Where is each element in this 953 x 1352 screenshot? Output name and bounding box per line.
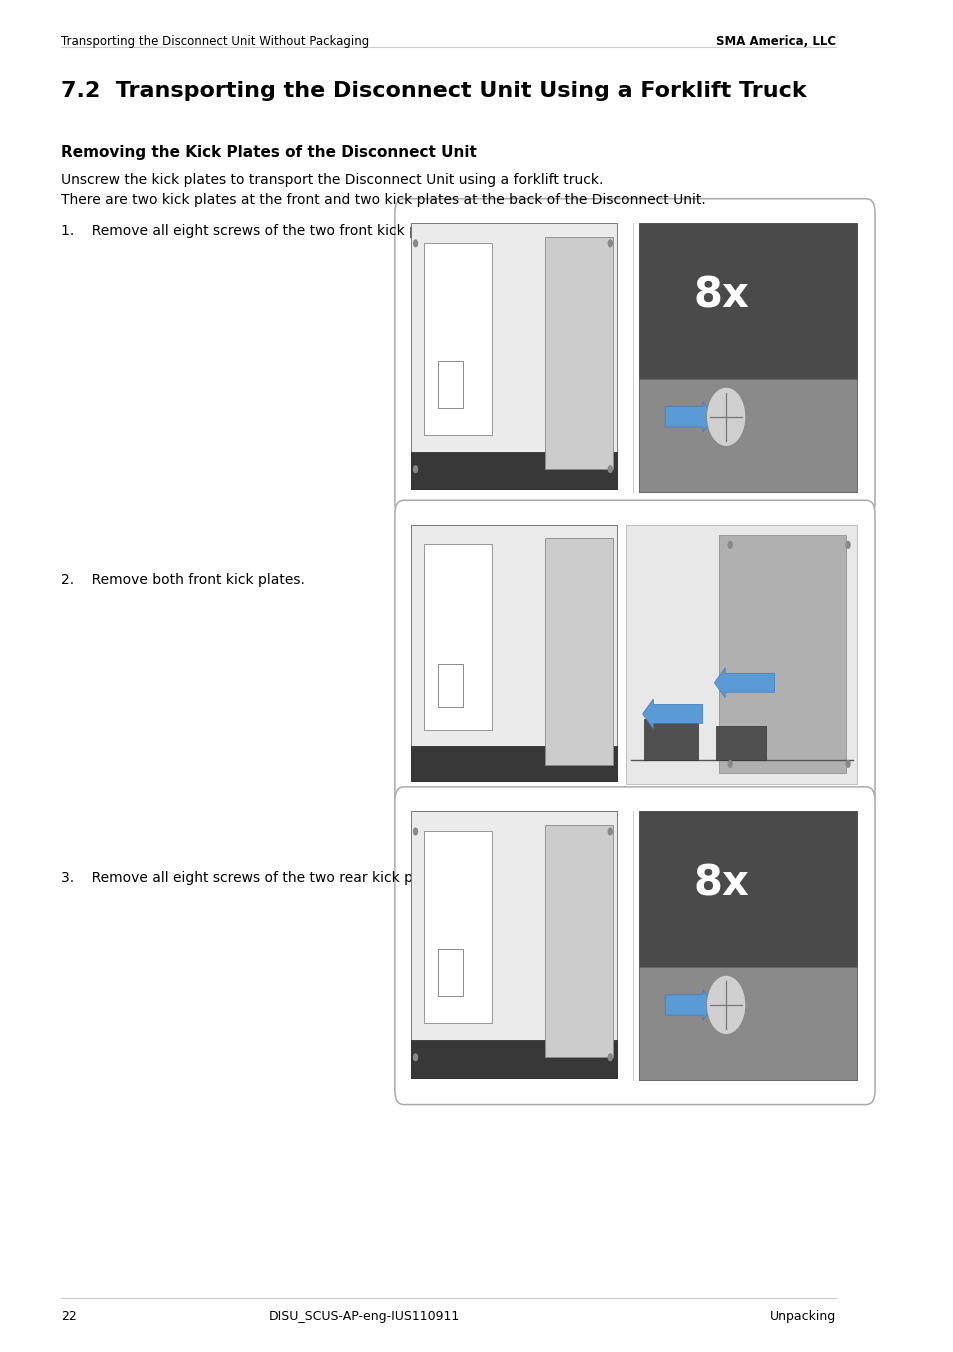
Circle shape — [607, 827, 613, 836]
FancyArrow shape — [642, 699, 702, 729]
Text: 2.    Remove both front kick plates.: 2. Remove both front kick plates. — [61, 573, 305, 587]
FancyBboxPatch shape — [395, 199, 874, 516]
Text: Transporting the Disconnect Unit Without Packaging: Transporting the Disconnect Unit Without… — [61, 35, 369, 49]
Bar — [718, 535, 844, 773]
Circle shape — [413, 465, 417, 473]
Text: 22: 22 — [61, 1310, 76, 1324]
Circle shape — [844, 760, 850, 768]
Circle shape — [607, 465, 613, 473]
FancyArrow shape — [664, 990, 714, 1019]
Bar — [643, 719, 698, 760]
Bar — [424, 544, 492, 730]
FancyArrow shape — [664, 402, 714, 431]
Circle shape — [705, 387, 745, 446]
Bar — [716, 726, 764, 760]
Bar — [639, 379, 856, 492]
Text: Unscrew the kick plates to transport the Disconnect Unit using a forklift truck.: Unscrew the kick plates to transport the… — [61, 173, 602, 187]
Bar — [411, 525, 617, 781]
Text: DISU_SCUS-AP-eng-IUS110911: DISU_SCUS-AP-eng-IUS110911 — [269, 1310, 460, 1324]
Circle shape — [727, 541, 732, 549]
Bar — [639, 811, 856, 1080]
Text: 8x: 8x — [693, 274, 749, 316]
FancyBboxPatch shape — [395, 500, 874, 808]
Text: Removing the Kick Plates of the Disconnect Unit: Removing the Kick Plates of the Disconne… — [61, 145, 476, 160]
Circle shape — [727, 760, 732, 768]
Circle shape — [413, 239, 417, 247]
Bar — [626, 525, 856, 784]
Bar — [544, 825, 613, 1057]
Bar — [639, 223, 856, 492]
FancyBboxPatch shape — [395, 787, 874, 1105]
Bar — [411, 223, 617, 489]
Bar — [544, 538, 613, 765]
Text: There are two kick plates at the front and two kick plates at the back of the Di: There are two kick plates at the front a… — [61, 193, 705, 207]
Bar — [411, 1040, 617, 1078]
Text: 1.    Remove all eight screws of the two front kick plates.: 1. Remove all eight screws of the two fr… — [61, 224, 456, 238]
Circle shape — [413, 827, 417, 836]
Bar — [411, 746, 617, 781]
Text: 7.2  Transporting the Disconnect Unit Using a Forklift Truck: 7.2 Transporting the Disconnect Unit Usi… — [61, 81, 806, 101]
Bar — [437, 949, 462, 996]
Circle shape — [844, 541, 850, 549]
Bar — [544, 237, 613, 469]
Circle shape — [607, 239, 613, 247]
Bar — [411, 811, 617, 1078]
Bar — [411, 452, 617, 489]
Circle shape — [607, 1053, 613, 1061]
Text: Unpacking: Unpacking — [769, 1310, 836, 1324]
Text: SMA America, LLC: SMA America, LLC — [716, 35, 836, 49]
Bar — [437, 361, 462, 408]
Bar — [437, 664, 462, 707]
Bar — [639, 967, 856, 1080]
Text: 8x: 8x — [693, 863, 749, 904]
Circle shape — [705, 975, 745, 1034]
Bar — [424, 243, 492, 435]
Circle shape — [413, 1053, 417, 1061]
Text: 3.    Remove all eight screws of the two rear kick plates.: 3. Remove all eight screws of the two re… — [61, 871, 451, 884]
FancyArrow shape — [714, 668, 774, 698]
Bar — [424, 831, 492, 1023]
